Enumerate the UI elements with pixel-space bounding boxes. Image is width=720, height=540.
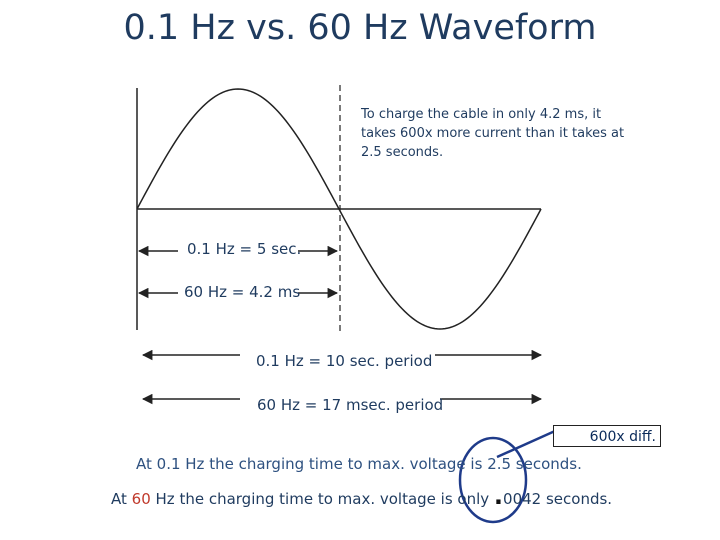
- explanation-note: To charge the cable in only 4.2 ms, it t…: [361, 107, 625, 160]
- statement-fast-dot: .: [493, 482, 504, 510]
- statement-fast-prefix: At: [111, 490, 132, 508]
- quarter-slow-label: 0.1 Hz = 5 sec.: [187, 240, 302, 258]
- statement-fast-middle: Hz the charging time to max. voltage is …: [150, 490, 494, 508]
- highlight-ellipse: [458, 436, 528, 524]
- period-slow-label: 0.1 Hz = 10 sec. period: [256, 352, 433, 370]
- statement-fast-frequency: 60: [131, 490, 151, 508]
- statement-fast-value: 0042 seconds.: [503, 490, 613, 508]
- callout-pointer: [496, 429, 556, 459]
- statement-slow-text: At 0.1 Hz the charging time to max. volt…: [136, 455, 488, 473]
- statement-slow-value: 2.5 seconds.: [487, 455, 582, 473]
- callout-box: 600x diff.: [553, 425, 661, 447]
- statement-slow: At 0.1 Hz the charging time to max. volt…: [136, 455, 582, 473]
- quarter-fast-label: 60 Hz = 4.2 ms: [184, 283, 301, 301]
- period-fast-label: 60 Hz = 17 msec. period: [257, 396, 444, 414]
- page-title: 0.1 Hz vs. 60 Hz Waveform: [123, 8, 597, 48]
- sine-wave: [136, 88, 542, 330]
- statement-fast: At 60 Hz the charging time to max. volta…: [111, 482, 612, 510]
